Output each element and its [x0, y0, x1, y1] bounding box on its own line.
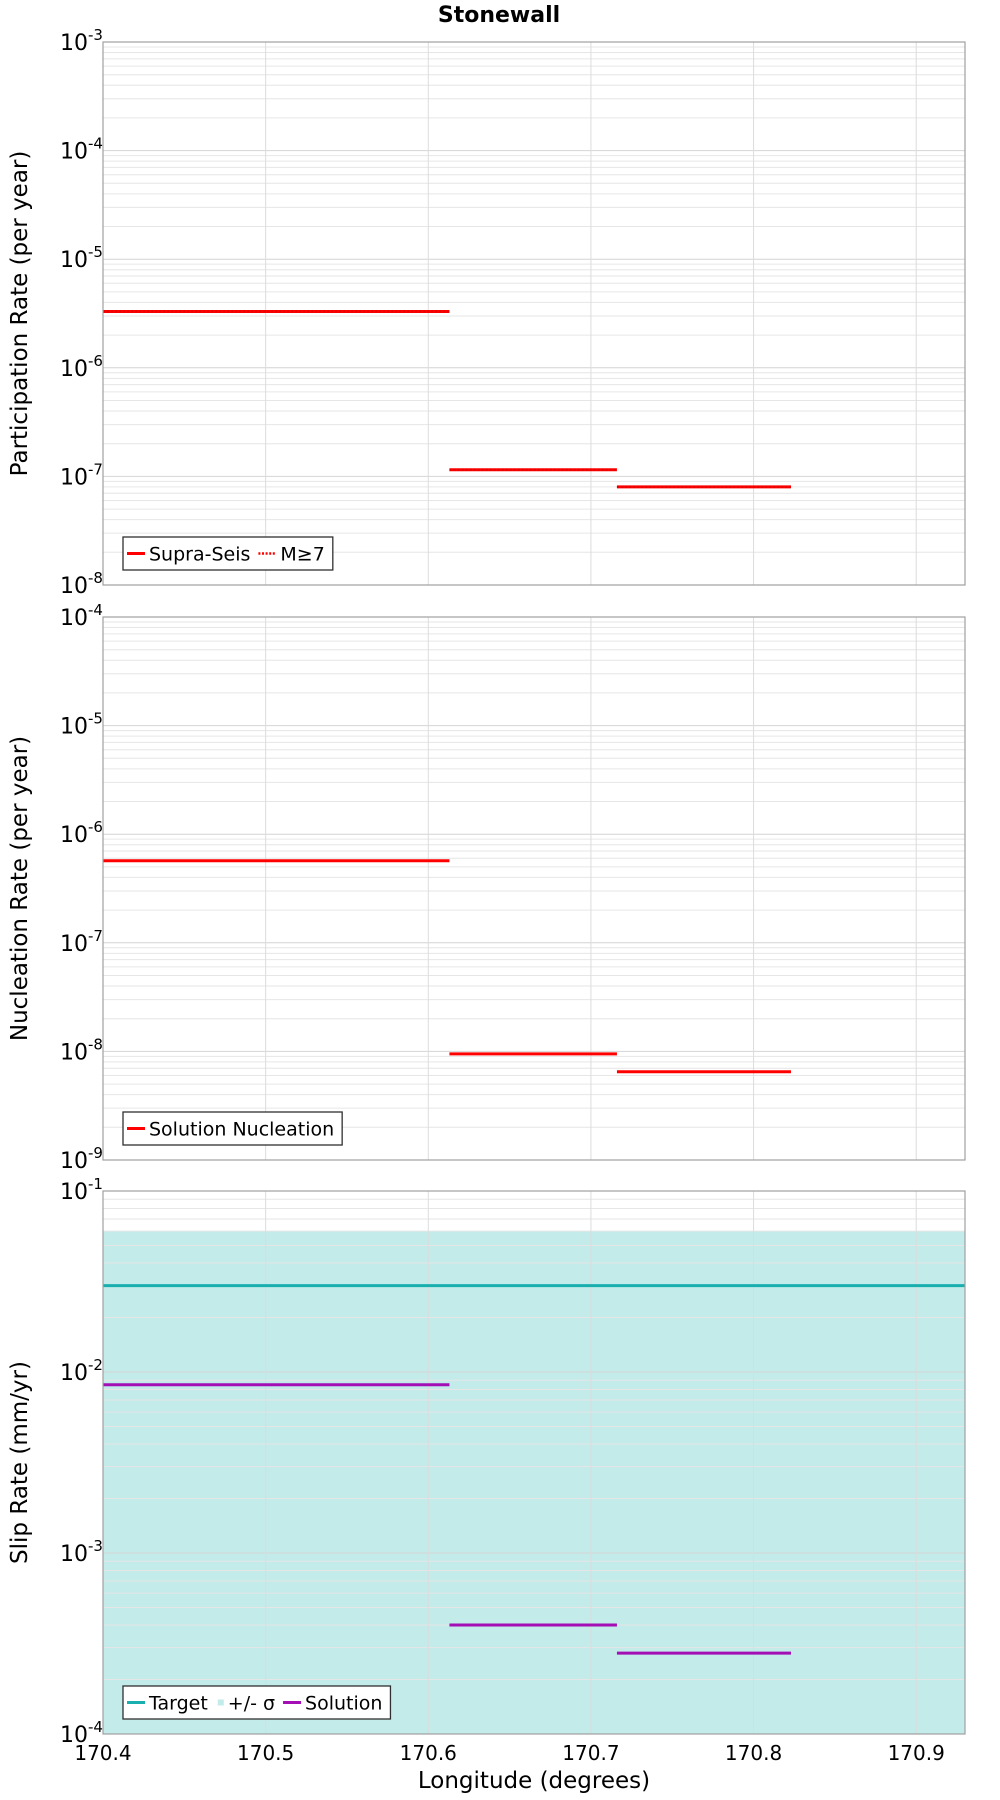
- legend-label: M≥7: [280, 544, 324, 566]
- legend-frame: [122, 536, 334, 571]
- legend: Supra-Seis M≥7: [122, 536, 334, 571]
- y-axis-title: Slip Rate (mm/yr): [7, 1361, 33, 1564]
- x-tick-label: 170.6: [400, 1741, 457, 1765]
- y-tick-label: 10-4: [60, 601, 103, 631]
- chart-title: Stonewall: [438, 3, 560, 28]
- y-tick-label: 10-3: [60, 1537, 103, 1567]
- legend-item: Supra-Seis: [127, 544, 250, 566]
- gridlines: [102, 41, 965, 586]
- legend-frame: [122, 1111, 343, 1146]
- chart-panel-1: 10-8 10-7 10-6 10-5 10-4 10-3 Participation Ra…: [7, 3, 966, 599]
- x-tick-label: 170.4: [74, 1741, 131, 1765]
- x-tick-label: 170.5: [237, 1741, 294, 1765]
- legend-item: M≥7: [258, 544, 325, 566]
- legend: Target +/- σ Solution: [122, 1685, 392, 1720]
- y-tick-label: 10-4: [60, 1718, 103, 1748]
- y-tick-label: 10-5: [60, 243, 103, 273]
- y-tick-label: 10-8: [60, 1035, 103, 1065]
- y-axis-title: Participation Rate (per year): [7, 151, 33, 477]
- series-solution-nucleation: [103, 859, 791, 1074]
- y-tick-label: 10-6: [60, 352, 103, 382]
- chart-panel-2: 10-9 10-8 10-7 10-6 10-5 10-4 Nucleation Rate …: [7, 601, 966, 1174]
- gridlines: [102, 616, 965, 1161]
- legend-label: Solution Nucleation: [149, 1119, 334, 1141]
- chart-panel-3: 10-4 10-3 10-2 10-1 Slip Rate (mm/yr) 170.4 17…: [7, 1175, 966, 1794]
- series-solution: [103, 1383, 791, 1655]
- legend-item: Solution Nucleation: [127, 1119, 334, 1141]
- legend-label: Supra-Seis: [149, 544, 250, 566]
- plot-frame: [102, 1190, 966, 1735]
- y-tick-label: 10-1: [60, 1175, 103, 1205]
- y-axis-title: Nucleation Rate (per year): [7, 736, 33, 1041]
- legend-item: Solution: [283, 1693, 382, 1715]
- y-tick-label: 10-2: [60, 1356, 103, 1386]
- y-tick-label: 10-6: [60, 818, 103, 848]
- legend-label: Target: [148, 1693, 208, 1715]
- y-tick-label: 10-4: [60, 135, 103, 165]
- series-m-7: [103, 310, 791, 489]
- x-tick-label: 170.8: [725, 1741, 782, 1765]
- legend-label: +/- σ: [228, 1693, 275, 1715]
- series-supra-seis: [103, 309, 791, 489]
- legend-swatch: [217, 1699, 224, 1706]
- y-tick-label: 10-7: [60, 927, 103, 957]
- legend: Solution Nucleation: [122, 1111, 343, 1146]
- x-tick-label: 170.7: [562, 1741, 619, 1765]
- y-tick-label: 10-3: [60, 26, 103, 56]
- plot-frame: [102, 41, 966, 586]
- y-tick-label: 10-9: [60, 1144, 103, 1174]
- legend-label: Solution: [305, 1693, 382, 1715]
- legend-frame: [122, 1685, 392, 1720]
- y-tick-label: 10-7: [60, 460, 103, 490]
- legend-item: Target: [127, 1693, 208, 1715]
- y-tick-label: 10-5: [60, 710, 103, 740]
- sigma-band: [103, 1231, 965, 1734]
- plot-frame: [102, 616, 966, 1161]
- y-tick-label: 10-8: [60, 569, 103, 599]
- x-axis-title: Longitude (degrees): [418, 1768, 650, 1794]
- x-tick-label: 170.9: [888, 1741, 945, 1765]
- legend-item: +/- σ: [217, 1693, 275, 1715]
